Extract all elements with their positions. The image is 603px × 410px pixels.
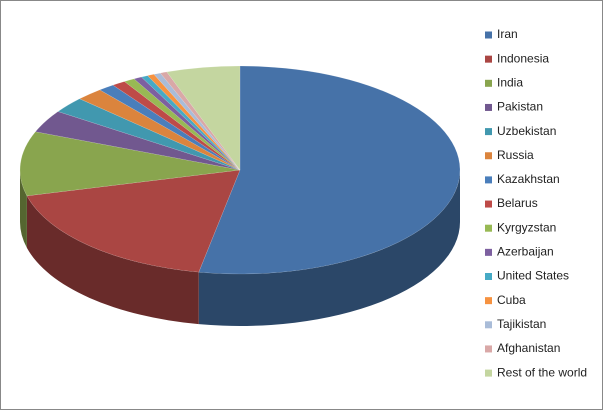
legend-swatch bbox=[485, 273, 492, 280]
legend-swatch bbox=[485, 369, 492, 377]
legend-swatch bbox=[485, 297, 492, 305]
legend-swatch bbox=[485, 152, 492, 160]
legend-swatch bbox=[485, 103, 492, 111]
slice bbox=[99, 84, 241, 171]
slice bbox=[112, 81, 241, 171]
slice bbox=[159, 71, 241, 171]
legend-swatch bbox=[485, 224, 492, 232]
slice bbox=[147, 74, 241, 171]
slice-side bbox=[26, 195, 199, 325]
slice bbox=[166, 65, 241, 171]
legend-label: Indonesia bbox=[497, 51, 549, 65]
legend-label: Kyrgyzstan bbox=[497, 220, 556, 234]
slice bbox=[19, 131, 241, 197]
slice bbox=[26, 169, 241, 273]
legend-label: Russia bbox=[497, 148, 534, 162]
legend-label: Azerbaijan bbox=[497, 245, 554, 259]
slice bbox=[57, 98, 241, 171]
legend-label: Rest of the world bbox=[497, 365, 587, 379]
slice bbox=[34, 111, 241, 171]
slice bbox=[153, 72, 241, 171]
slice bbox=[123, 78, 241, 171]
legend-label: Belarus bbox=[497, 196, 538, 210]
legend-swatch bbox=[485, 345, 492, 353]
slice-side bbox=[198, 170, 460, 326]
legend-swatch bbox=[485, 31, 492, 39]
slice bbox=[140, 75, 241, 171]
legend-swatch bbox=[485, 79, 492, 87]
legend-swatch bbox=[485, 55, 492, 63]
legend-swatch bbox=[485, 321, 492, 329]
legend-swatch bbox=[485, 176, 492, 184]
legend-label: Afghanistan bbox=[497, 341, 560, 355]
slice bbox=[133, 76, 241, 171]
slice bbox=[198, 65, 461, 275]
legend-swatch bbox=[485, 248, 492, 256]
legend-label: United States bbox=[497, 269, 569, 283]
legend-label: Kazakhstan bbox=[497, 172, 560, 186]
legend-label: India bbox=[497, 75, 523, 89]
slice-side bbox=[20, 170, 27, 248]
legend-label: Uzbekistan bbox=[497, 124, 556, 138]
slice bbox=[79, 89, 241, 171]
legend-label: Tajikistan bbox=[497, 317, 546, 331]
legend-label: Iran bbox=[497, 27, 518, 41]
legend-label: Pakistan bbox=[497, 100, 543, 114]
legend-swatch bbox=[485, 200, 492, 208]
legend-label: Cuba bbox=[497, 293, 526, 307]
legend-swatch bbox=[485, 128, 492, 136]
